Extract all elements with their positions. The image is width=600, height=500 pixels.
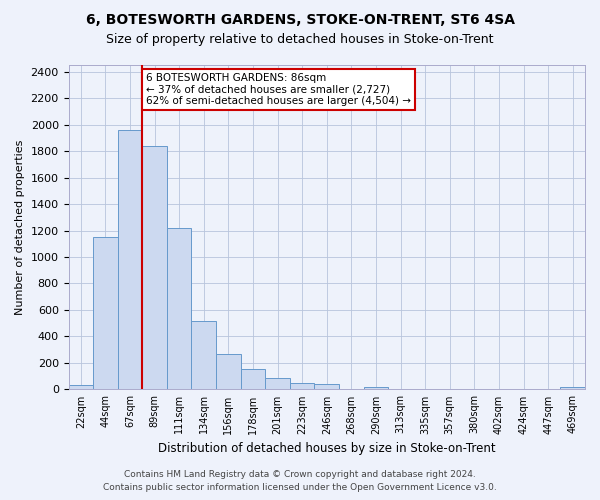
Bar (167, 228, 191, 390)
Bar (364, 387, 388, 390)
Bar (93, 237, 118, 390)
Bar (290, 384, 314, 390)
Bar (191, 320, 216, 390)
Bar (314, 384, 339, 390)
X-axis label: Distribution of detached houses by size in Stoke-on-Trent: Distribution of detached houses by size … (158, 442, 496, 455)
Bar (265, 378, 290, 390)
Y-axis label: Number of detached properties: Number of detached properties (15, 140, 25, 315)
Bar (118, 130, 142, 390)
Text: 6 BOTESWORTH GARDENS: 86sqm
← 37% of detached houses are smaller (2,727)
62% of : 6 BOTESWORTH GARDENS: 86sqm ← 37% of det… (146, 73, 411, 106)
Bar (142, 146, 167, 390)
Bar (560, 387, 585, 390)
Bar (68, 386, 93, 390)
Text: 6, BOTESWORTH GARDENS, STOKE-ON-TRENT, ST6 4SA: 6, BOTESWORTH GARDENS, STOKE-ON-TRENT, S… (86, 12, 515, 26)
Bar (241, 369, 265, 390)
Text: Size of property relative to detached houses in Stoke-on-Trent: Size of property relative to detached ho… (106, 32, 494, 46)
Text: Contains HM Land Registry data © Crown copyright and database right 2024.
Contai: Contains HM Land Registry data © Crown c… (103, 470, 497, 492)
Bar (216, 354, 241, 390)
